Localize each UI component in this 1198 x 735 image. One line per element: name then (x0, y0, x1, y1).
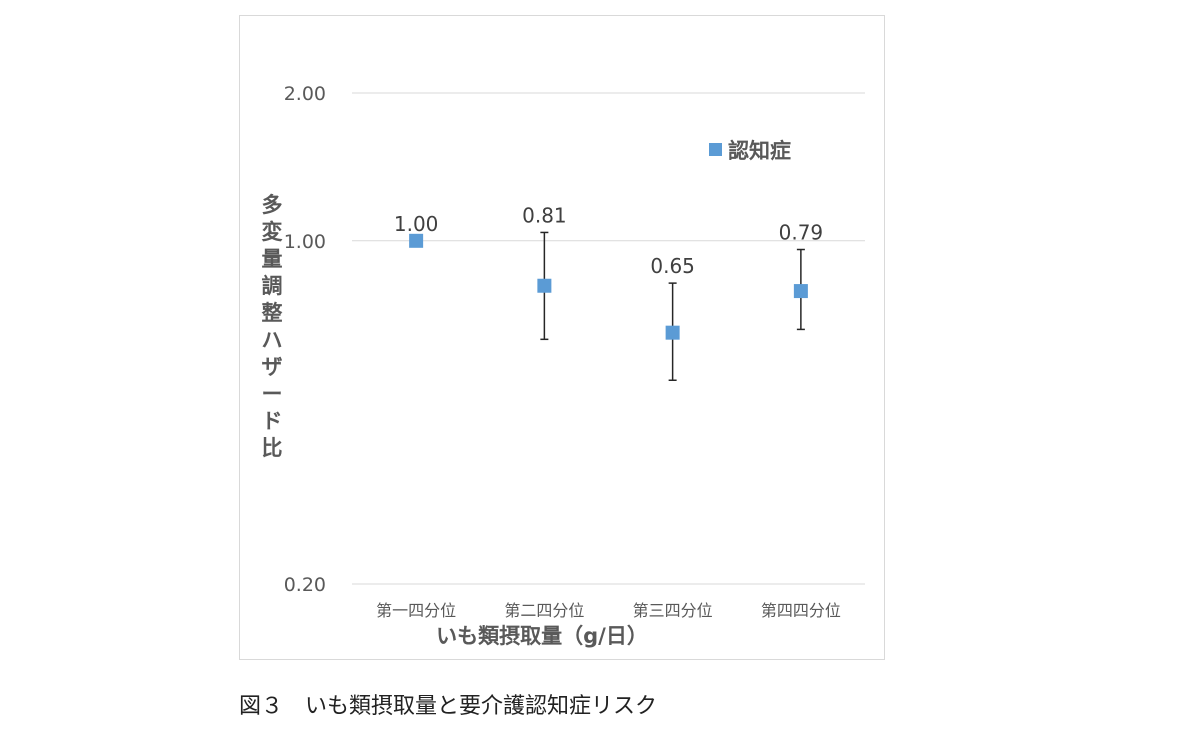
y-tick-label: 1.00 (284, 231, 326, 253)
data-point (793, 284, 808, 299)
x-axis-title: いも類摂取量（g/日） (436, 624, 648, 648)
x-category-label: 第三四分位 (633, 601, 713, 620)
y-tick-label: 0.20 (284, 574, 326, 596)
x-category-label: 第一四分位 (376, 601, 456, 620)
data-label: 0.81 (522, 203, 567, 227)
x-category-label: 第二四分位 (504, 601, 584, 620)
y-axis-title: 多変量調整ハザード比 (262, 193, 283, 460)
chart-svg: 2.00 1.00 0.20 第一四分位 第二四分位 第三四分位 第四四分位 1.00 0.… (262, 83, 865, 648)
data-point (537, 278, 552, 293)
data-label: 0.65 (650, 254, 695, 278)
legend-label: 認知症 (728, 139, 791, 163)
data-label: 0.79 (779, 221, 824, 245)
legend-marker (709, 143, 722, 156)
data-point (665, 325, 680, 340)
data-point (409, 233, 424, 248)
x-category-label: 第四四分位 (761, 601, 841, 620)
chart-frame: 2.00 1.00 0.20 第一四分位 第二四分位 第三四分位 第四四分位 1.00 0.… (239, 15, 885, 660)
data-label: 1.00 (394, 212, 439, 236)
figure-caption: 図３ いも類摂取量と要介護認知症リスク (239, 694, 658, 719)
y-tick-label: 2.00 (284, 83, 326, 105)
legend: 認知症 (709, 139, 791, 163)
